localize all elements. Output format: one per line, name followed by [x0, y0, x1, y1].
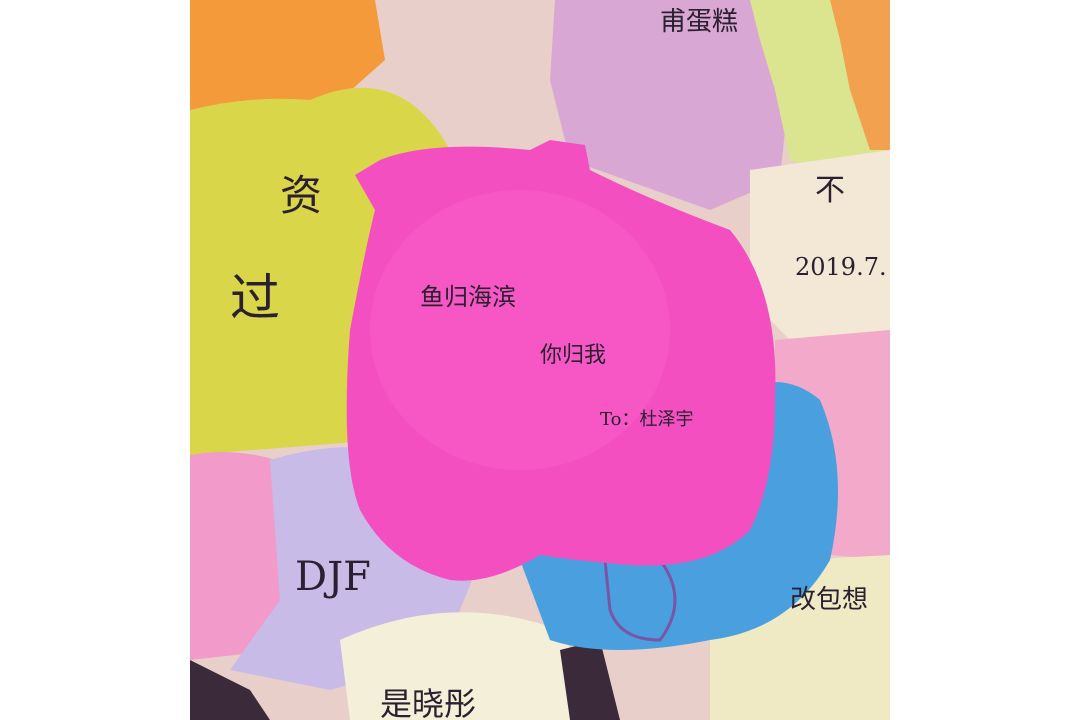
dark-shadow-center — [560, 640, 620, 720]
main-apple-note — [346, 140, 776, 581]
main-note-line3: To：杜泽宇 — [600, 409, 693, 430]
main-note-line1: 鱼归海滨 — [420, 283, 516, 311]
note-cream-bottom-center — [340, 612, 610, 720]
photo-canvas: 鱼归海滨 你归我 To：杜泽宇 甫蛋糕 资 过 不 2019.7. DJF 改包… — [190, 0, 890, 720]
note-peach-right — [750, 150, 890, 340]
bg-text-bottom-center: 是晓彤 — [380, 685, 476, 720]
sticky-note-photo: 鱼归海滨 你归我 To：杜泽宇 甫蛋糕 资 过 不 2019.7. DJF 改包… — [190, 0, 890, 720]
bg-text-left-2: 过 — [230, 269, 280, 327]
main-note-line2: 你归我 — [540, 343, 606, 368]
bg-text-top-right: 甫蛋糕 — [660, 7, 738, 37]
bg-text-left-1: 资 — [280, 171, 322, 220]
note-orange-right-edge — [830, 0, 890, 150]
bg-text-bottom-right: 改包想 — [790, 585, 868, 615]
dark-shadow-left — [190, 660, 270, 720]
note-lilac-top — [550, 0, 790, 210]
bg-text-right: 不 — [815, 173, 845, 208]
bg-text-date: 2019.7. — [795, 253, 887, 281]
bg-text-djf: DJF — [295, 554, 371, 600]
note-orange-top-left — [190, 0, 385, 120]
